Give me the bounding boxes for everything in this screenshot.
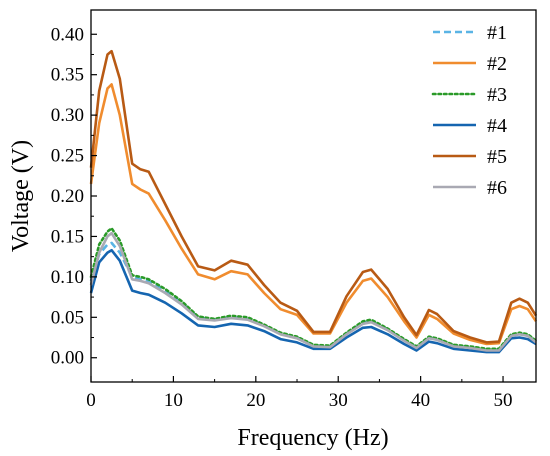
y-tick-label: 0.40 [51, 24, 84, 45]
plot-frame [90, 9, 537, 383]
legend-label-6: #6 [487, 177, 507, 199]
x-tick-label: 40 [411, 390, 430, 411]
y-tick-label: 0.00 [51, 348, 84, 369]
y-tick-label: 0.10 [51, 267, 84, 288]
x-tick-label: 0 [86, 390, 96, 411]
y-tick-label: 0.35 [51, 65, 84, 86]
series-layer [89, 49, 538, 354]
x-tick-label: 30 [329, 390, 348, 411]
legend-label-4: #4 [487, 115, 507, 137]
legend: #1 #2 #3 #4 #5 #6 [431, 22, 507, 199]
legend-label-1: #1 [487, 22, 507, 44]
series-line-3 [89, 227, 538, 351]
legend-label-3: #3 [487, 84, 507, 106]
x-tick-label: 50 [494, 390, 513, 411]
y-tick-label: 0.20 [51, 186, 84, 207]
x-tick-label: 20 [246, 390, 265, 411]
series-line-6 [89, 231, 537, 352]
y-axis: 0.00 0.05 0.10 0.15 0.20 0.25 0.30 0.35 0.40 [51, 24, 97, 369]
x-axis-title: Frequency (Hz) [237, 425, 388, 451]
x-axis: 0 10 20 30 40 50 [86, 376, 513, 411]
series-line-5 [89, 49, 538, 344]
x-tick-label: 10 [164, 390, 183, 411]
series-line-2 [89, 83, 538, 346]
y-tick-label: 0.25 [51, 146, 84, 167]
legend-label-2: #2 [487, 53, 507, 75]
y-tick-label: 0.05 [51, 307, 84, 328]
series-line-4 [89, 248, 537, 354]
y-axis-title: Voltage (V) [8, 140, 34, 252]
y-tick-label: 0.15 [51, 226, 84, 247]
legend-label-5: #5 [487, 146, 507, 168]
y-tick-label: 0.30 [51, 105, 84, 126]
